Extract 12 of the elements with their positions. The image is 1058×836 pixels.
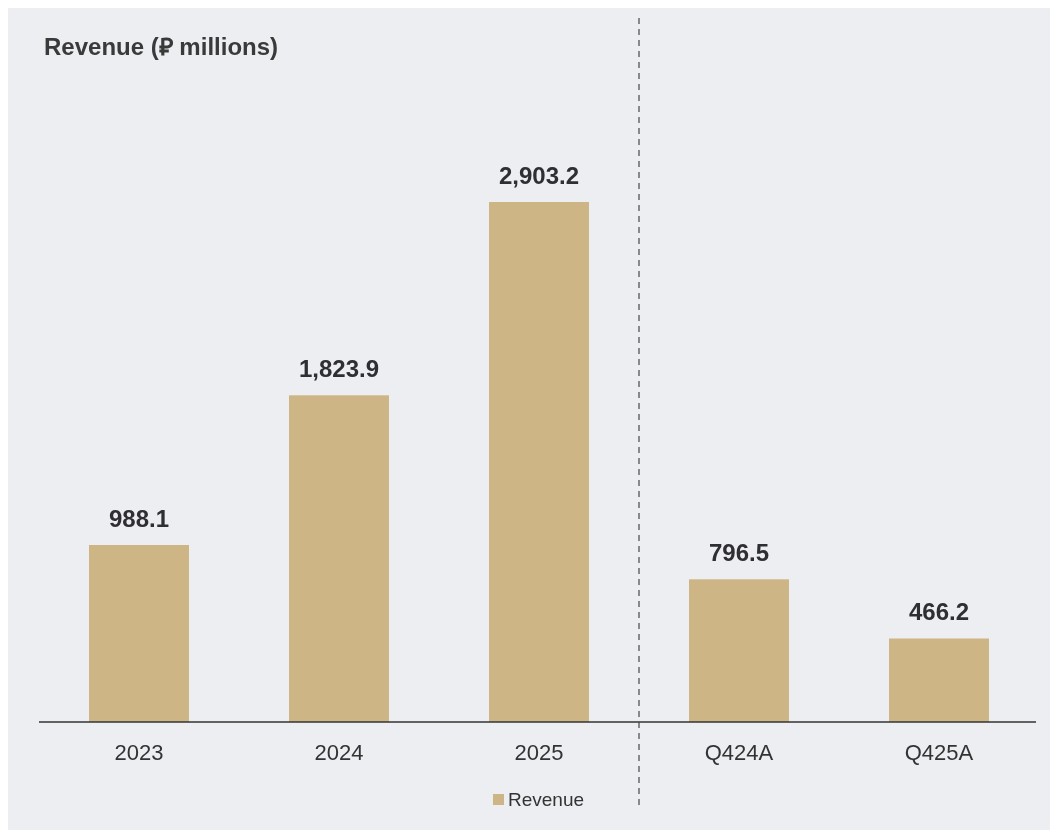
data-label: 2,903.2 bbox=[498, 162, 580, 189]
x-tick-label: Q425A bbox=[904, 740, 974, 765]
data-label: 796.5 bbox=[708, 539, 770, 567]
legend-label: Revenue bbox=[508, 789, 585, 810]
chart-title: Revenue (⃁ millions) bbox=[44, 33, 279, 60]
x-tick-label: 2023 bbox=[114, 740, 164, 765]
x-tick-label: 2025 bbox=[514, 740, 564, 765]
x-tick-label: Q424A bbox=[704, 740, 774, 765]
data-label: 988.1 bbox=[108, 505, 170, 533]
x-tick-label: 2024 bbox=[314, 740, 364, 765]
data-label: 466.2 bbox=[908, 598, 970, 626]
data-label: 1,823.9 bbox=[298, 355, 380, 383]
